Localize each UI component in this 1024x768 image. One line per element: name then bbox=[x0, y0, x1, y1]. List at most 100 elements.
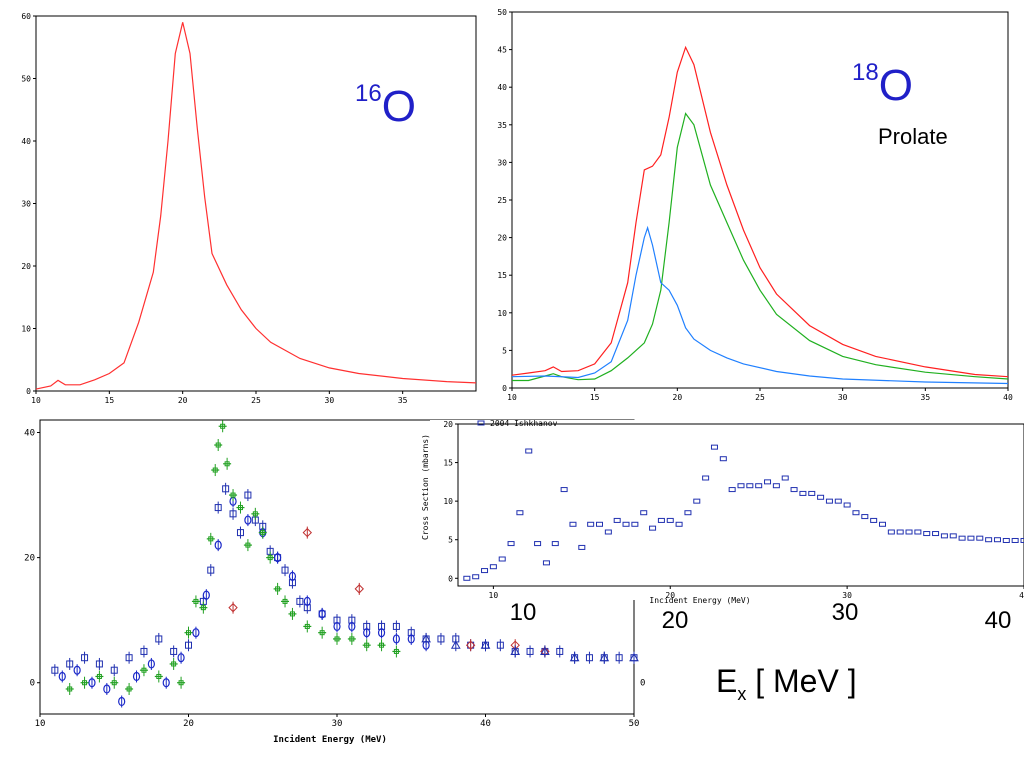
y-tick-label: 15 bbox=[443, 459, 453, 468]
data-point bbox=[540, 645, 550, 658]
point-marker-box bbox=[289, 611, 295, 617]
point-marker bbox=[560, 487, 568, 493]
plot-frame bbox=[35, 15, 477, 392]
y-tick-label: 30 bbox=[21, 200, 31, 209]
data-point bbox=[587, 521, 595, 527]
data-point bbox=[615, 651, 623, 664]
x-axis-label: Incident Energy (MeV) bbox=[649, 596, 750, 605]
data-point bbox=[103, 682, 111, 695]
data-point bbox=[604, 529, 612, 535]
data-point bbox=[211, 464, 220, 477]
data-point bbox=[266, 551, 275, 564]
point-marker-box bbox=[186, 630, 191, 636]
y-tick-label: 50 bbox=[21, 75, 31, 84]
point-marker bbox=[613, 517, 621, 523]
x-tick-label: 10 bbox=[489, 591, 499, 600]
point-marker bbox=[599, 652, 610, 662]
data-point bbox=[772, 483, 780, 489]
chart-inset: 10 20 30 40 0 5 10 15 20 2004 Ishkhanov Cross Se… bbox=[421, 419, 1024, 605]
point-marker bbox=[702, 475, 710, 481]
data-point bbox=[318, 607, 326, 620]
point-marker bbox=[976, 535, 984, 541]
x-tick-label: 20 bbox=[178, 396, 188, 405]
point-marker bbox=[1020, 537, 1024, 543]
point-marker-box bbox=[252, 511, 258, 517]
data-point bbox=[273, 582, 282, 595]
point-marker bbox=[764, 479, 772, 485]
x-tick-label: 20 bbox=[665, 591, 675, 600]
data-point bbox=[887, 529, 895, 535]
point-marker-box bbox=[304, 623, 310, 629]
point-marker bbox=[354, 584, 364, 594]
point-marker bbox=[693, 498, 701, 504]
data-point bbox=[1020, 537, 1024, 543]
data-point bbox=[463, 575, 471, 581]
point-marker bbox=[463, 575, 471, 581]
data-point bbox=[223, 457, 232, 470]
data-point bbox=[481, 568, 489, 574]
point-marker-box bbox=[349, 636, 355, 642]
point-marker bbox=[437, 635, 445, 643]
series-group bbox=[463, 444, 1024, 581]
point-marker-box bbox=[245, 542, 251, 548]
data-point bbox=[526, 645, 534, 658]
data-point bbox=[140, 645, 148, 658]
data-point bbox=[993, 537, 1001, 543]
x-tick-label: 50 bbox=[629, 719, 640, 729]
y-tick-label: 0 bbox=[502, 384, 507, 393]
point-marker bbox=[132, 671, 141, 682]
data-point bbox=[599, 651, 610, 664]
data-point bbox=[870, 517, 878, 523]
point-marker bbox=[236, 529, 244, 537]
data-point bbox=[244, 489, 252, 502]
x-tick-label: 25 bbox=[755, 393, 765, 402]
point-marker bbox=[604, 529, 612, 535]
point-marker bbox=[192, 628, 200, 638]
data-point bbox=[985, 537, 993, 543]
data-point bbox=[170, 645, 178, 658]
point-marker bbox=[640, 510, 648, 516]
data-point bbox=[288, 570, 297, 583]
point-marker-box bbox=[260, 530, 266, 536]
y-axis-label: Cross Section (mbarns) bbox=[421, 434, 430, 540]
point-marker bbox=[214, 504, 222, 512]
point-marker-box bbox=[220, 423, 226, 429]
point-marker-box bbox=[230, 492, 236, 498]
data-point bbox=[896, 529, 904, 535]
point-marker-box bbox=[67, 686, 73, 692]
data-point bbox=[465, 639, 476, 652]
point-marker bbox=[585, 654, 593, 662]
point-marker bbox=[450, 640, 461, 649]
y-tick-label: 0 bbox=[448, 574, 453, 583]
data-point bbox=[185, 639, 192, 652]
data-point bbox=[578, 544, 586, 550]
data-point bbox=[958, 535, 966, 541]
data-point bbox=[95, 657, 103, 670]
point-marker bbox=[288, 571, 297, 581]
point-marker bbox=[817, 494, 825, 500]
point-marker-box bbox=[215, 442, 221, 448]
data-point bbox=[333, 620, 341, 633]
series-line-0 bbox=[511, 45, 1009, 378]
point-marker bbox=[887, 529, 895, 535]
data-point bbox=[177, 651, 185, 664]
point-marker bbox=[392, 634, 400, 644]
point-marker bbox=[710, 444, 718, 450]
data-point bbox=[525, 448, 533, 454]
y-tick-label: 15 bbox=[497, 271, 507, 280]
point-marker bbox=[825, 498, 833, 504]
point-marker bbox=[318, 609, 326, 619]
data-point bbox=[73, 664, 81, 677]
data-point bbox=[737, 483, 745, 489]
data-point bbox=[629, 651, 639, 664]
ex-tick-30: 30 bbox=[832, 599, 859, 626]
data-point bbox=[407, 632, 415, 645]
point-marker bbox=[551, 541, 559, 547]
point-marker-box bbox=[334, 636, 340, 642]
point-marker-box bbox=[200, 605, 206, 611]
point-marker bbox=[556, 647, 564, 655]
point-marker bbox=[348, 621, 356, 632]
y-tick-label: 0 bbox=[26, 387, 31, 396]
